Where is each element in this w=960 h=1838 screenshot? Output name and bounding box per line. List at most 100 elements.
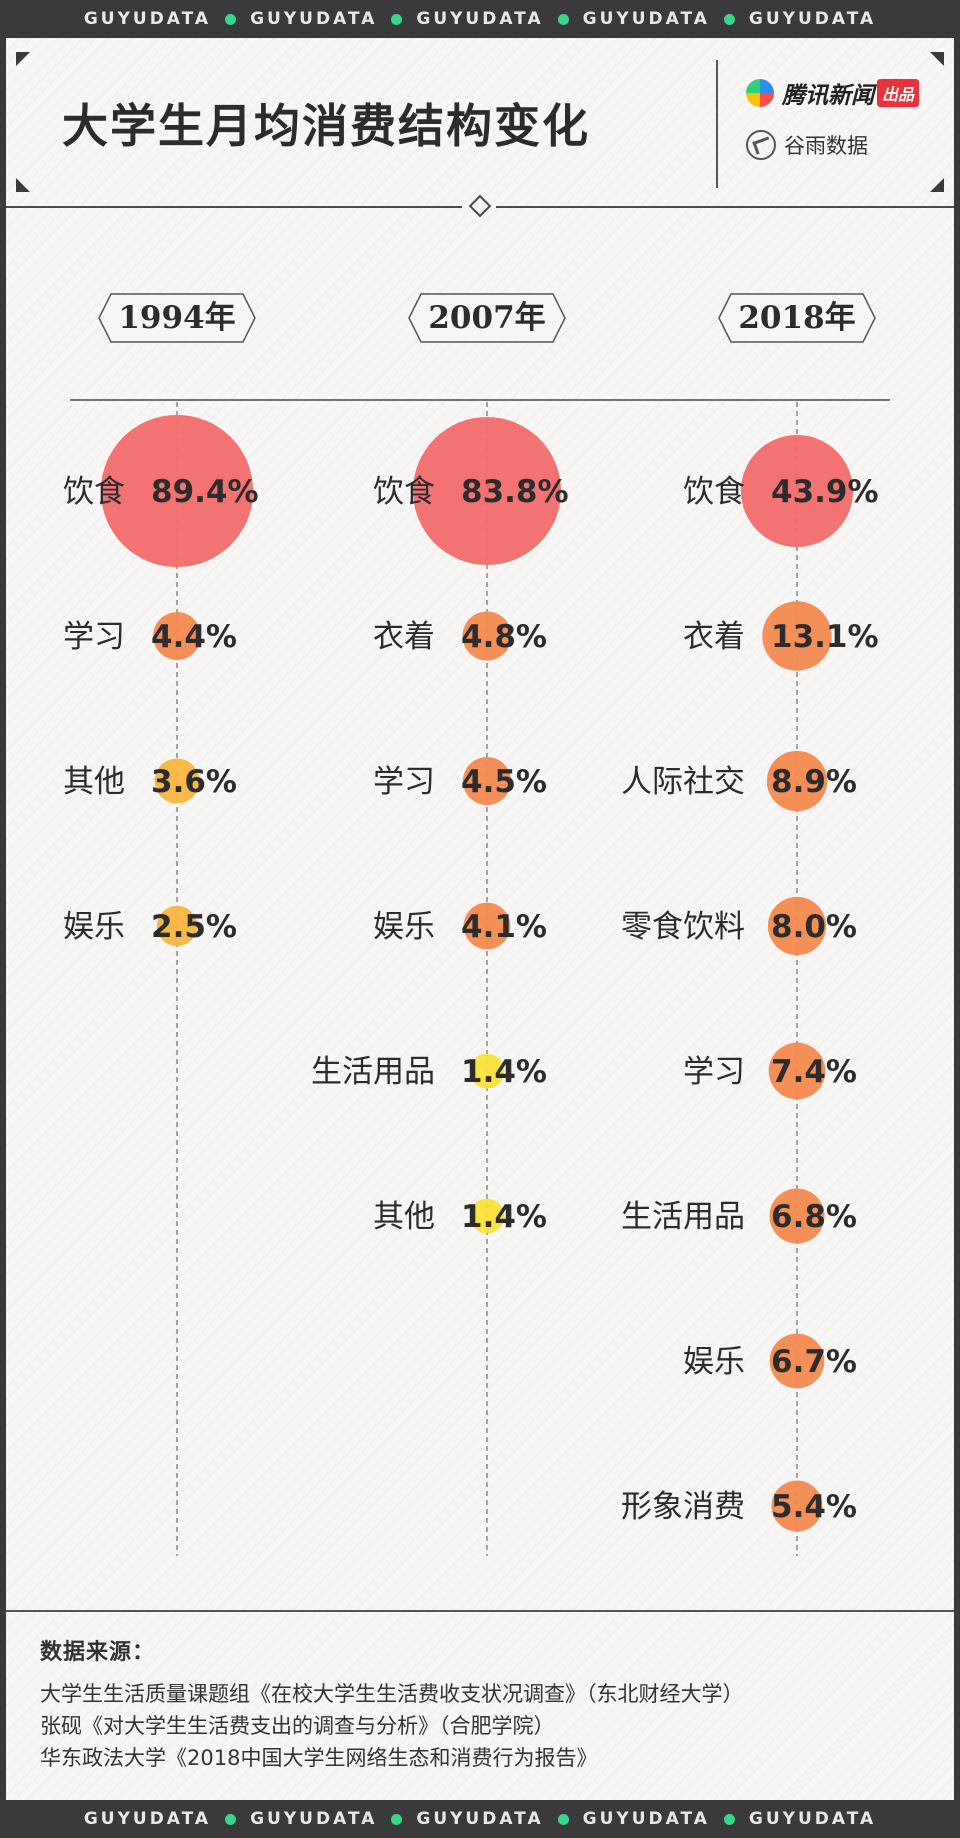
tencent-news-logo-icon	[746, 79, 774, 107]
category-label: 学习	[63, 619, 125, 655]
value-label: 13.1%	[771, 619, 879, 655]
value-label: 4.5%	[461, 764, 547, 800]
ticker-word: GUYUDATA	[83, 1809, 212, 1829]
category-label: 其他	[373, 1199, 435, 1235]
year-badge	[408, 293, 566, 343]
bubble	[413, 417, 561, 565]
ticker-word: GUYUDATA	[416, 9, 544, 29]
ticker-word: GUYUDATA	[582, 1809, 710, 1829]
guyu-bird-logo-icon	[746, 130, 776, 160]
bubble	[462, 611, 512, 661]
ticker-word: GUYUDATA	[748, 1809, 877, 1829]
header-rule-right	[496, 206, 954, 208]
category-label: 生活用品	[311, 1054, 435, 1090]
ticker-dot-icon	[225, 1813, 237, 1825]
year-label: 1994年	[118, 300, 235, 336]
ticker-dot-icon	[391, 1813, 403, 1825]
value-label: 4.4%	[151, 619, 237, 655]
ticker-word: GUYUDATA	[582, 9, 710, 29]
category-label: 饮食	[63, 474, 125, 510]
value-label: 3.6%	[151, 764, 237, 800]
year-badge	[718, 293, 876, 343]
bubble	[769, 1333, 825, 1389]
category-label: 衣着	[373, 619, 435, 655]
category-label: 学习	[373, 764, 435, 800]
page-title: 大学生月均消费结构变化	[62, 99, 590, 153]
value-label: 8.0%	[771, 909, 857, 945]
ticker-word: GUYUDATA	[748, 9, 877, 29]
year-label: 2007年	[428, 300, 545, 336]
value-label: 4.1%	[461, 909, 547, 945]
bubble	[769, 1188, 825, 1244]
ticker-dot-icon	[225, 13, 237, 25]
ticker-word: GUYUDATA	[416, 1809, 544, 1829]
category-label: 零食饮料	[621, 909, 745, 945]
sources-heading: 数据来源：	[40, 1640, 156, 1665]
bubble	[154, 758, 200, 804]
category-label: 饮食	[683, 474, 745, 510]
corner-mark	[16, 178, 30, 192]
ticker-dot-icon	[723, 1813, 735, 1825]
category-label: 衣着	[683, 619, 745, 655]
guyu-data-name: 谷雨数据	[784, 134, 868, 158]
ticker-word: GUYUDATA	[250, 9, 378, 29]
bubble	[740, 434, 854, 548]
value-label: 6.7%	[771, 1344, 857, 1380]
corner-mark	[16, 52, 30, 66]
category-label: 其他	[63, 764, 125, 800]
header-divider	[716, 60, 718, 188]
category-label: 人际社交	[621, 764, 745, 800]
diamond-ornament-icon	[468, 194, 492, 218]
bubble	[463, 902, 511, 950]
category-label: 学习	[683, 1054, 745, 1090]
produced-by-tag: 出品	[877, 79, 920, 107]
category-label: 生活用品	[621, 1199, 745, 1235]
source-line: 大学生生活质量课题组《在校大学生生活费收支状况调查》（东北财经大学）	[40, 1682, 744, 1706]
bubble	[768, 1042, 826, 1100]
source-line: 华东政法大学《2018中国大学生网络生态和消费行为报告》	[40, 1746, 598, 1770]
value-label: 5.4%	[771, 1489, 857, 1525]
source-line: 张砚《对大学生生活费支出的调查与分析》（合肥学院）	[40, 1714, 555, 1738]
value-label: 1.4%	[461, 1054, 547, 1090]
bubble	[462, 756, 512, 806]
bubble	[153, 612, 201, 660]
bubble	[767, 896, 827, 956]
bubble	[100, 414, 254, 568]
ticker-word: GUYUDATA	[250, 1809, 378, 1829]
category-label: 娱乐	[63, 909, 125, 945]
year-badge	[98, 293, 256, 343]
bubble	[762, 601, 832, 671]
ticker-word: GUYUDATA	[83, 9, 212, 29]
value-label: 7.4%	[771, 1054, 857, 1090]
ticker-dot-icon	[391, 13, 403, 25]
bubble	[469, 1198, 505, 1234]
bubble	[469, 1053, 505, 1089]
bubble	[771, 1480, 823, 1532]
top-ticker: GUYUDATA GUYUDATA GUYUDATA GUYUDATA GUYUDATA	[0, 0, 960, 38]
ticker-dot-icon	[557, 1813, 569, 1825]
category-label: 娱乐	[683, 1344, 745, 1380]
corner-mark	[930, 52, 944, 66]
ticker-dot-icon	[557, 13, 569, 25]
value-label: 43.9%	[771, 474, 879, 510]
value-label: 4.8%	[461, 619, 547, 655]
value-label: 8.9%	[771, 764, 857, 800]
data-sources: 数据来源： 大学生生活质量课题组《在校大学生生活费收支状况调查》（东北财经大学）…	[40, 1634, 744, 1774]
bottom-ticker: GUYUDATA GUYUDATA GUYUDATA GUYUDATA GUYUDATA	[0, 1800, 960, 1838]
corner-mark	[930, 178, 944, 192]
value-label: 2.5%	[151, 909, 237, 945]
value-label: 83.8%	[461, 474, 569, 510]
value-label: 1.4%	[461, 1199, 547, 1235]
bubble	[766, 750, 828, 812]
ticker-dot-icon	[723, 13, 735, 25]
category-label: 娱乐	[373, 909, 435, 945]
guyu-data-brand: 谷雨数据	[746, 130, 868, 160]
tencent-news-brand: 腾讯新闻 出品	[746, 76, 920, 110]
category-label: 形象消费	[621, 1489, 745, 1525]
value-label: 89.4%	[151, 474, 259, 510]
bubble	[156, 905, 198, 947]
header-rule-left	[6, 206, 462, 208]
value-label: 6.8%	[771, 1199, 857, 1235]
tencent-news-name: 腾讯新闻	[782, 83, 874, 109]
